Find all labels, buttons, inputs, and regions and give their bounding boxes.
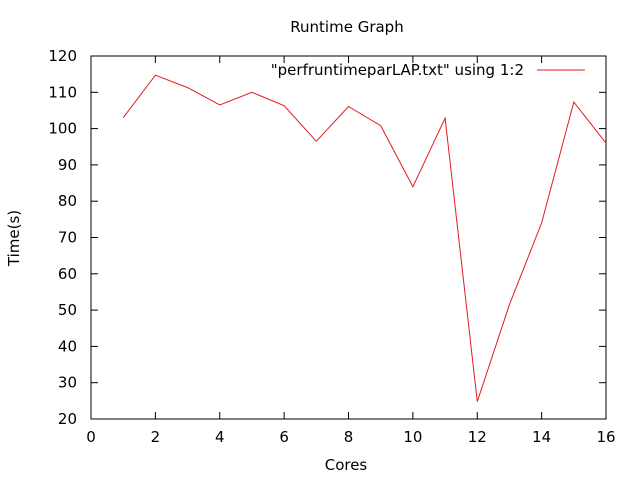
y-tick-label: 70 <box>58 229 77 247</box>
y-tick-label: 90 <box>58 156 77 174</box>
legend: "perfruntimeparLAP.txt" using 1:2 <box>271 61 585 79</box>
axis-ticks <box>90 55 607 420</box>
y-tick-label: 120 <box>48 47 77 65</box>
y-tick-labels: 20 30 40 50 60 70 80 90 100 110 120 <box>48 47 77 428</box>
x-tick-label: 12 <box>468 428 487 446</box>
x-axis-label: Cores <box>325 456 368 474</box>
x-tick-label: 16 <box>596 428 615 446</box>
x-tick-label: 2 <box>151 428 161 446</box>
y-axis-label: Time(s) <box>5 210 23 267</box>
x-tick-label: 0 <box>86 428 96 446</box>
x-tick-label: 8 <box>344 428 354 446</box>
x-tick-labels: 0 2 4 6 8 10 12 14 16 <box>86 428 615 446</box>
y-tick-label: 20 <box>58 410 77 428</box>
chart-title: Runtime Graph <box>290 18 403 36</box>
y-tick-label: 110 <box>48 83 77 101</box>
series-group <box>122 74 607 402</box>
y-tick-label: 100 <box>48 120 77 138</box>
y-tick-label: 30 <box>58 374 77 392</box>
x-tick-label: 4 <box>215 428 225 446</box>
x-tick-label: 14 <box>532 428 551 446</box>
y-tick-label: 80 <box>58 192 77 210</box>
legend-label: "perfruntimeparLAP.txt" using 1:2 <box>271 61 524 79</box>
y-tick-label: 40 <box>58 337 77 355</box>
y-tick-label: 50 <box>58 301 77 319</box>
series-line <box>122 74 607 402</box>
x-tick-label: 6 <box>279 428 289 446</box>
plot-frame <box>90 55 607 420</box>
y-tick-label: 60 <box>58 265 77 283</box>
x-tick-label: 10 <box>403 428 422 446</box>
